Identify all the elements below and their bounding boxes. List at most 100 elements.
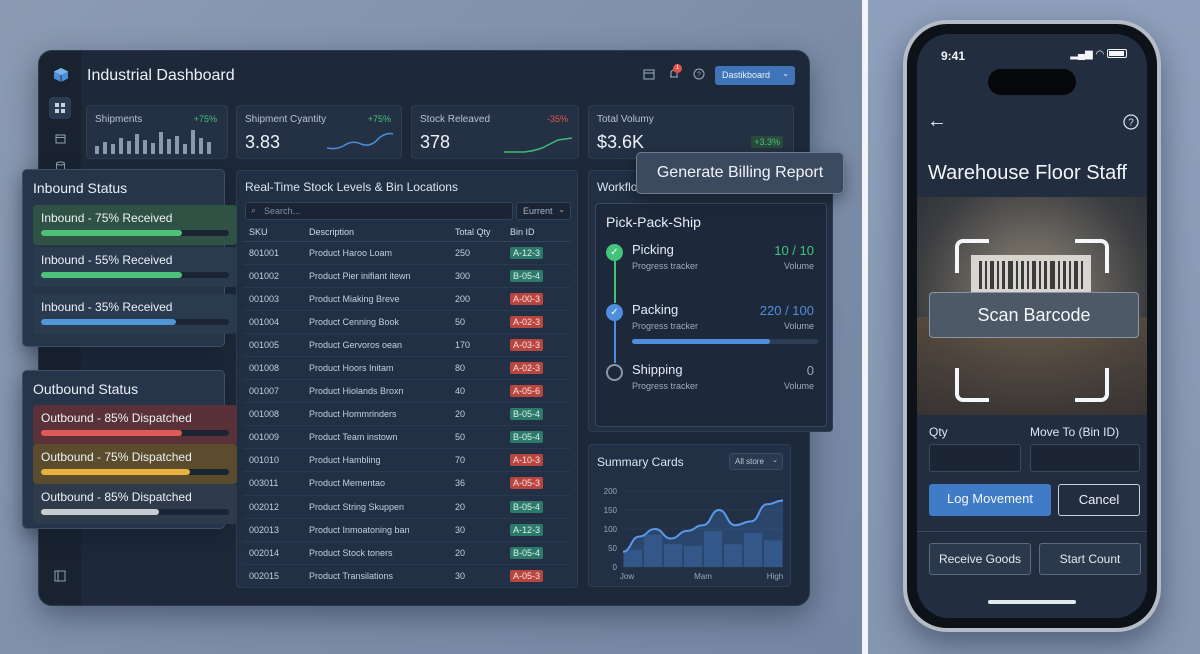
step-value: 0 (806, 363, 814, 378)
receive-goods-button[interactable]: Receive Goods (929, 543, 1031, 575)
store-select[interactable]: All store ⌄ (729, 453, 783, 470)
qty-field[interactable] (929, 444, 1021, 472)
sku-cell: 001008 (243, 402, 303, 427)
step-name: Picking (632, 242, 674, 257)
filter-select[interactable]: Eurrent ⌄ (516, 202, 571, 220)
chart-bar (624, 549, 642, 567)
view-select[interactable]: Dastikboard ⌄ (715, 66, 795, 85)
step-name: Shipping (632, 362, 683, 377)
step-volume: Volume (783, 261, 814, 271)
bin-cell: A-05-3 (504, 564, 571, 588)
help-icon[interactable]: ? (1123, 114, 1139, 130)
barcode-image (971, 255, 1091, 295)
move-to-label: Move To (Bin ID) (1030, 425, 1120, 439)
sku-cell: 002012 (243, 495, 303, 519)
phone-frame: 9:41 ▂▄▆ ◠ ← ? Warehouse Floor Staff (903, 20, 1161, 632)
table-row[interactable]: 002012 Product String Skuppen 20 B-05-4 (243, 495, 571, 519)
column-header-bin-id[interactable]: Bin ID (504, 224, 571, 242)
kpi-card-total-volume[interactable]: Total Volumy $3.6K +3.3% (588, 105, 794, 159)
kpi-card-shipment-quantity[interactable]: Shipment Cyantity +75% 3.83 (236, 105, 402, 159)
progress-track (41, 430, 229, 436)
inbound-status-label: Inbound - 55% Received (41, 253, 173, 267)
progress-track (41, 469, 229, 475)
battery-icon (1107, 49, 1127, 58)
y-tick-label: 150 (604, 506, 618, 515)
x-tick-label: Mam (694, 572, 712, 581)
table-row[interactable]: 001009 Product Team instown 50 B-05-4 (243, 425, 571, 450)
bin-badge: A-02-3 (510, 362, 544, 375)
start-count-button[interactable]: Start Count (1039, 543, 1141, 575)
kpi-label: Total Volumy (597, 114, 654, 125)
search-input[interactable]: ⌕ Search... (245, 202, 513, 220)
table-row[interactable]: 001003 Product Miaking Breve 200 A-00-3 (243, 287, 571, 311)
scan-frame-corner (1075, 239, 1109, 273)
bin-cell: A-03-3 (504, 333, 571, 357)
description-cell: Product Cenning Book (303, 310, 449, 334)
cancel-button[interactable]: Cancel (1058, 484, 1140, 516)
kpi-line-sparkline (504, 137, 573, 153)
description-cell: Product Hommrinders (303, 402, 449, 427)
bin-id-field[interactable] (1030, 444, 1140, 472)
qty-cell: 250 (449, 241, 504, 265)
column-header-total-qty[interactable]: Total Qty (449, 224, 504, 242)
table-row[interactable]: 001007 Product Hiolands Broxn 40 A-05-6 (243, 379, 571, 404)
search-placeholder: Search... (264, 206, 301, 216)
inbound-status-row: Inbound - 35% Received (33, 294, 237, 334)
wifi-icon: ◠ (1095, 49, 1105, 60)
bin-badge: A-00-3 (510, 292, 544, 305)
generate-billing-report-button[interactable]: Generate Billing Report (636, 152, 844, 194)
table-row[interactable]: 001010 Product Hambling 70 A-10-3 (243, 448, 571, 473)
chart-area (623, 500, 783, 567)
table-row[interactable]: 801001 Product Haroo Loam 250 A-12-3 (243, 241, 571, 265)
chart-bar (744, 532, 762, 567)
description-cell: Product String Skuppen (303, 495, 449, 519)
sku-cell: 001008 (243, 356, 303, 381)
step-value: 220 / 100 (759, 303, 814, 318)
scan-barcode-button[interactable]: Scan Barcode (929, 292, 1139, 338)
scan-frame-corner (955, 368, 989, 402)
table-row[interactable]: 001008 Product Hommrinders 20 B-05-4 (243, 402, 571, 427)
chart-line (622, 499, 784, 553)
inbound-status-card: Inbound Status Inbound - 75% Received Inb… (22, 169, 237, 347)
status-time: 9:41 (941, 49, 966, 63)
document-icon[interactable] (49, 565, 71, 587)
back-arrow-icon[interactable]: ← (927, 110, 947, 132)
pending-circle-icon (606, 364, 623, 381)
column-header-sku[interactable]: SKU (243, 224, 303, 242)
qty-cell: 200 (449, 287, 504, 311)
inbound-status-label: Inbound - 35% Received (41, 300, 173, 314)
table-row[interactable]: 001004 Product Cenning Book 50 A-02-3 (243, 310, 571, 334)
sku-cell: 001003 (243, 287, 303, 311)
calendar-icon[interactable] (642, 68, 656, 82)
step-connector (614, 321, 616, 363)
bin-cell: A-00-3 (504, 287, 571, 311)
step-connector (614, 261, 616, 303)
kpi-label: Stock Releaved (420, 114, 491, 125)
table-row[interactable]: 002013 Product Inmoatoning ban 30 A-12-3 (243, 518, 571, 542)
bin-badge: B-05-4 (510, 500, 544, 513)
kpi-card-stock-released[interactable]: Stock Releaved -35% 378 (411, 105, 579, 159)
box-icon[interactable] (49, 127, 71, 149)
bin-cell: B-05-4 (504, 495, 571, 519)
log-movement-button[interactable]: Log Movement (929, 484, 1051, 516)
table-row[interactable]: 003011 Product Mementao 36 A-05-3 (243, 471, 571, 496)
table-row[interactable]: 001005 Product Gervoros oean 170 A-03-3 (243, 333, 571, 357)
table-row[interactable]: 002015 Product Transilations 30 A-05-3 (243, 564, 571, 588)
description-cell: Product Inmoatoning ban (303, 518, 449, 542)
kpi-value: 378 (420, 132, 451, 152)
kpi-card-shipments[interactable]: Shipments +75% (86, 105, 228, 159)
help-icon[interactable]: ? (692, 68, 706, 82)
column-header-description[interactable]: Description (303, 224, 449, 242)
table-row[interactable]: 001002 Product Pier inifiant itewn 300 B-05… (243, 264, 571, 288)
qty-cell: 170 (449, 333, 504, 357)
bin-cell: B-05-4 (504, 264, 571, 288)
table-row[interactable]: 002014 Product Stock toners 20 B-05-4 (243, 541, 571, 565)
description-cell: Product Pier inifiant itewn (303, 264, 449, 288)
filter-value: Eurrent (523, 206, 553, 216)
grid-icon[interactable] (49, 97, 71, 119)
description-cell: Product Haroo Loam (303, 241, 449, 265)
qty-cell: 50 (449, 425, 504, 450)
sku-cell: 001007 (243, 379, 303, 404)
kpi-label: Shipment Cyantity (245, 114, 327, 125)
table-row[interactable]: 001008 Product Hoors Initam 80 A-02-3 (243, 356, 571, 381)
